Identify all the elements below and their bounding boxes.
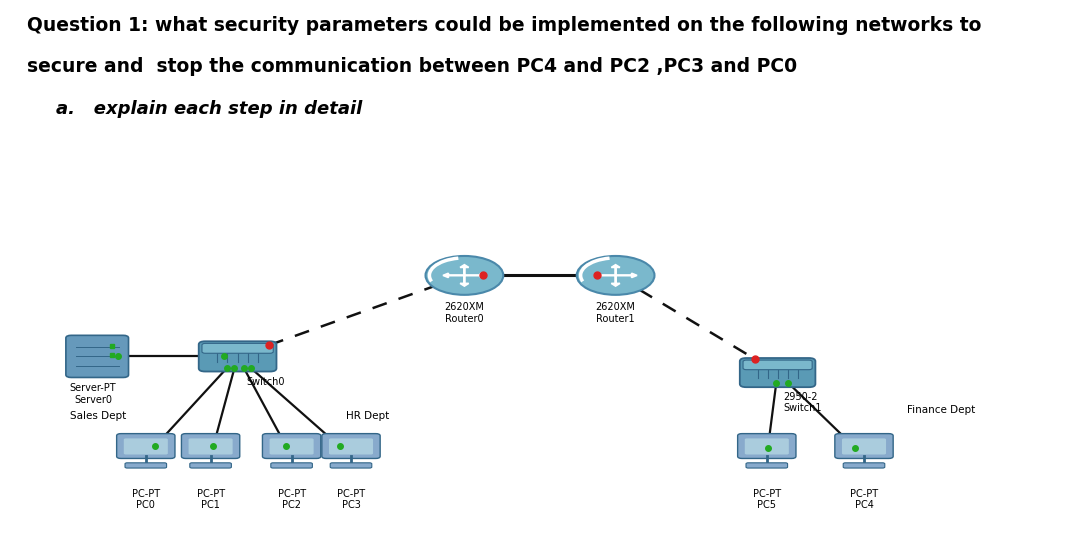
- FancyBboxPatch shape: [330, 463, 372, 468]
- FancyArrow shape: [594, 273, 616, 278]
- FancyBboxPatch shape: [738, 434, 796, 458]
- Text: Finance Dept: Finance Dept: [907, 406, 975, 415]
- Text: Sales Dept: Sales Dept: [70, 411, 126, 421]
- FancyArrow shape: [460, 265, 469, 275]
- Text: secure and  stop the communication between PC4 and PC2 ,PC3 and PC0: secure and stop the communication betwee…: [27, 57, 797, 76]
- Text: Server-PT
Server0: Server-PT Server0: [69, 383, 117, 405]
- FancyBboxPatch shape: [199, 341, 276, 372]
- FancyBboxPatch shape: [843, 463, 885, 468]
- Text: PC-PT
PC3: PC-PT PC3: [337, 489, 365, 510]
- Text: 2950-2
Switch1: 2950-2 Switch1: [783, 392, 822, 413]
- FancyBboxPatch shape: [117, 434, 175, 458]
- Text: a.   explain each step in detail: a. explain each step in detail: [56, 100, 363, 118]
- FancyBboxPatch shape: [743, 360, 812, 370]
- Circle shape: [577, 256, 654, 295]
- FancyBboxPatch shape: [740, 358, 815, 387]
- Text: 2620XM
Router1: 2620XM Router1: [596, 302, 635, 324]
- Text: PC-PT
PC2: PC-PT PC2: [278, 489, 306, 510]
- FancyArrow shape: [464, 273, 486, 278]
- Text: PC-PT
PC0: PC-PT PC0: [132, 489, 160, 510]
- FancyBboxPatch shape: [125, 463, 166, 468]
- FancyArrow shape: [443, 273, 464, 278]
- FancyBboxPatch shape: [202, 343, 273, 353]
- FancyBboxPatch shape: [189, 438, 232, 455]
- FancyBboxPatch shape: [181, 434, 240, 458]
- FancyBboxPatch shape: [746, 463, 787, 468]
- FancyBboxPatch shape: [66, 335, 129, 377]
- FancyArrow shape: [611, 275, 620, 286]
- FancyBboxPatch shape: [329, 438, 373, 455]
- FancyArrow shape: [460, 275, 469, 286]
- FancyBboxPatch shape: [842, 438, 886, 455]
- Text: 2620XM
Router0: 2620XM Router0: [445, 302, 484, 324]
- FancyBboxPatch shape: [270, 438, 313, 455]
- Text: Switch0: Switch0: [246, 377, 285, 387]
- FancyBboxPatch shape: [271, 463, 312, 468]
- Text: Question 1: what security parameters could be implemented on the following netwo: Question 1: what security parameters cou…: [27, 16, 982, 35]
- Text: HR Dept: HR Dept: [346, 411, 389, 421]
- FancyBboxPatch shape: [322, 434, 380, 458]
- FancyBboxPatch shape: [190, 463, 231, 468]
- FancyBboxPatch shape: [835, 434, 893, 458]
- Circle shape: [426, 256, 503, 295]
- FancyArrow shape: [616, 273, 637, 278]
- FancyBboxPatch shape: [745, 438, 788, 455]
- FancyArrow shape: [611, 265, 620, 275]
- Text: PC-PT
PC5: PC-PT PC5: [753, 489, 781, 510]
- Text: PC-PT
PC1: PC-PT PC1: [197, 489, 225, 510]
- FancyBboxPatch shape: [262, 434, 321, 458]
- FancyBboxPatch shape: [124, 438, 167, 455]
- Text: PC-PT
PC4: PC-PT PC4: [850, 489, 878, 510]
